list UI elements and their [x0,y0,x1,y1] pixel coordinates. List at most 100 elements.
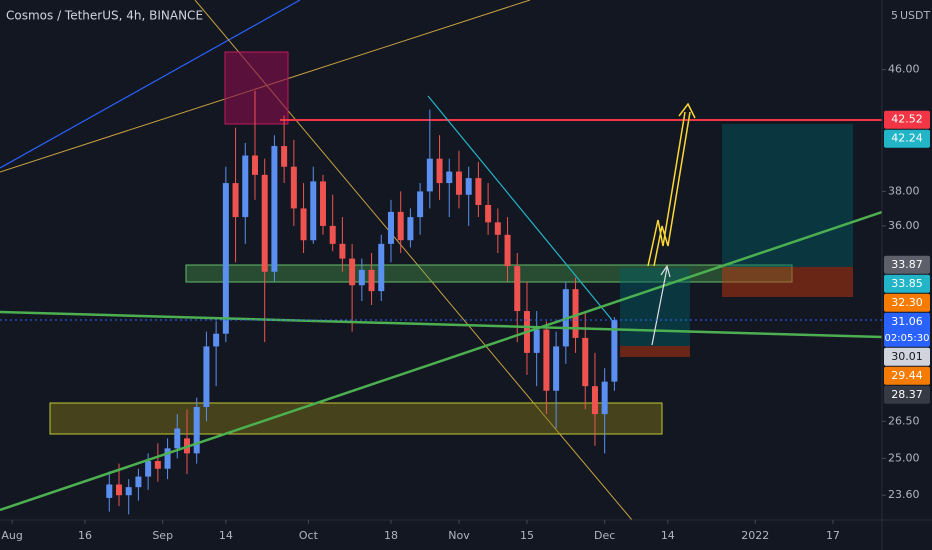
candle-body [145,461,152,477]
price-label-box [884,110,930,129]
candle-body [485,204,492,223]
candle-body [329,225,336,244]
target-zone [722,124,853,267]
candle-body [242,155,249,218]
candle-body [203,346,210,408]
price-label: 29.44 [891,369,923,382]
candle-body [601,381,608,415]
price-label: 33.87 [891,258,923,271]
drawings [0,0,882,520]
price-label-box [884,293,930,312]
candle-body [154,461,161,469]
candle-body [222,183,229,334]
arrow-head [678,102,696,119]
candle-body [397,211,404,241]
candle-body [494,222,501,235]
candle-body [281,146,288,167]
candle-body [465,178,472,195]
candle-body [378,243,385,292]
x-tick-label: 15 [520,529,534,542]
candle-body [115,484,122,496]
x-tick-label: 18 [384,529,398,542]
candle-body [358,269,365,286]
arrow [651,267,668,346]
x-tick-label: Dec [594,529,615,542]
candle-body [543,329,550,391]
y-tick-label: 23.60 [888,488,920,501]
candle-body [300,208,307,241]
candle-body [213,333,220,347]
trend-line [0,0,301,169]
candle-body [436,158,443,184]
scale-unit: 5 [891,9,898,22]
candle-body [553,346,560,391]
price-label-box [884,312,930,347]
arrow-head [660,264,671,278]
price-label-box [884,347,930,366]
x-tick-label: Nov [448,529,470,542]
candle-body [514,266,521,312]
candle-body [407,217,414,241]
candle-body [426,158,433,192]
price-label-box [884,366,930,385]
stop-zone [722,267,853,297]
currency: USDT [900,9,931,22]
price-label-box [884,385,930,404]
y-tick-label: 25.00 [888,451,920,464]
x-tick-label: 14 [219,529,233,542]
chart-title: Cosmos / TetherUS, 4h, BINANCE [6,9,203,23]
candle-body [339,243,346,259]
candle-body [446,171,453,184]
x-tick-label: 17 [826,529,840,542]
price-label: 42.52 [891,113,923,126]
candle-body [271,146,278,272]
overlay [0,95,882,512]
x-tick-label: 2022 [741,529,769,542]
price-label: 32.30 [891,296,923,309]
price-label: 33.85 [891,277,923,290]
candle-body [572,289,579,338]
price-label: 42.24 [891,132,923,145]
candle-body [417,191,424,218]
arrow [647,111,691,267]
x-tick-label: Aug [1,529,22,542]
x-tick-label: Oct [299,529,319,542]
candle-body [455,171,462,195]
candle-body [232,183,239,218]
x-tick-label: 16 [78,529,92,542]
price-label: 31.06 [891,315,923,328]
trend-line [0,310,882,339]
candle-body [193,407,200,454]
candle-body [135,476,142,488]
candle-body [125,487,132,496]
zone-box [49,402,663,435]
countdown: 02:05:30 [885,333,930,344]
x-tick-label: 14 [661,529,675,542]
candle-body [475,178,482,205]
candle-body [368,269,375,292]
y-tick-label: 26.50 [888,414,920,427]
candle-body [387,211,394,244]
candle-body [591,386,598,415]
price-label-box [884,129,930,148]
candle-body [290,166,297,209]
candle-body [106,484,113,498]
price-label: 28.37 [891,388,923,401]
candle-body [349,258,356,286]
candle-body [164,448,171,469]
candle-body [251,155,258,175]
price-label-box [884,274,930,293]
price-label: 30.01 [891,350,923,363]
stop-zone [620,346,690,357]
candle-body [174,428,181,449]
candle-body [261,174,268,272]
y-tick-label: 46.00 [888,63,920,76]
candle-body [611,320,618,382]
candle-body [319,181,326,226]
candle-body [582,337,589,387]
x-tick-label: Sep [152,529,173,542]
y-tick-label: 38.00 [888,184,920,197]
candle-body [533,329,540,353]
trend-line [0,210,882,512]
